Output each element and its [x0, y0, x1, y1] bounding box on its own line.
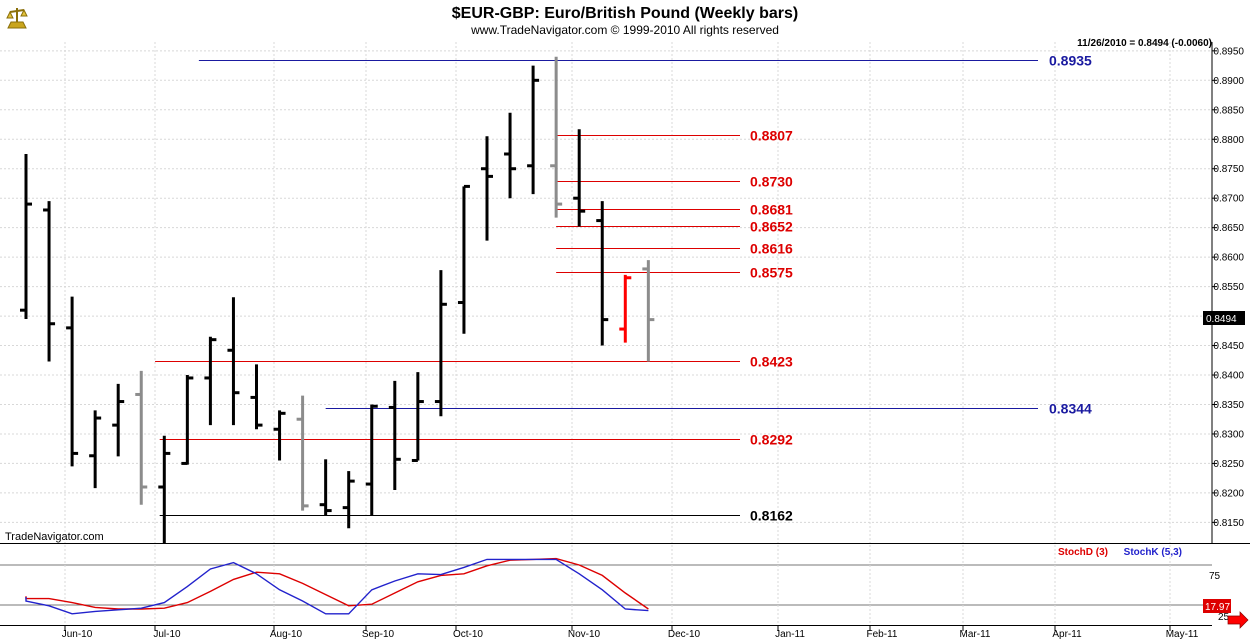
current-price-label: 0.8494 [1206, 314, 1237, 325]
current-stoch-label: 17.97 [1205, 602, 1230, 613]
level-label: 0.8423 [750, 354, 793, 370]
price-tick-label: 0.8350 [1213, 400, 1244, 411]
ohlc-bar [434, 270, 447, 417]
ohlc-bar [319, 459, 332, 516]
level-label: 0.8575 [750, 265, 793, 281]
ohlc-bar [20, 153, 32, 320]
level-label: 0.8162 [750, 508, 793, 524]
level-label: 0.8935 [1049, 53, 1092, 69]
level-label: 0.8681 [750, 202, 793, 218]
time-tick-label: Nov-10 [568, 629, 601, 640]
price-tick-label: 0.8200 [1213, 488, 1244, 499]
ohlc-bar [342, 471, 355, 529]
ohlc-bar [43, 201, 56, 362]
ohlc-bar [481, 136, 493, 241]
price-tick-label: 0.8750 [1213, 164, 1244, 175]
price-tick-label: 0.8400 [1213, 371, 1244, 382]
level-label: 0.8292 [750, 432, 793, 448]
ohlc-bar [296, 395, 309, 511]
time-tick-label: Apr-11 [1052, 629, 1082, 640]
watermark: TradeNavigator.com [5, 531, 104, 543]
ohlc-bar [573, 129, 586, 227]
time-tick-label: Aug-10 [270, 629, 303, 640]
level-label: 0.8344 [1049, 401, 1092, 417]
price-tick-label: 0.8700 [1213, 194, 1244, 205]
time-tick-label: Jul-10 [153, 629, 181, 640]
chart-title: $EUR-GBP: Euro/British Pound (Weekly bar… [452, 5, 798, 22]
ohlc-bar [457, 184, 470, 334]
price-tick-label: 0.8150 [1213, 518, 1244, 529]
time-tick-label: Sep-10 [362, 629, 395, 640]
ohlc-bar [250, 364, 263, 430]
time-tick-label: Feb-11 [867, 629, 898, 640]
price-tick-label: 0.8800 [1213, 135, 1244, 146]
ohlc-bar [66, 296, 79, 467]
time-tick-label: Jan-11 [775, 629, 805, 640]
ohlc-bar [411, 372, 424, 462]
ohlc-bar [619, 274, 632, 343]
time-tick-label: Oct-10 [453, 629, 483, 640]
last-quote: 11/26/2010 = 0.8494 (-0.0060) [1077, 38, 1212, 49]
legend-stoch-k: StochK (5,3) [1124, 547, 1182, 558]
stoch-tick-25: 25 [1218, 612, 1230, 623]
time-tick-label: May-11 [1166, 629, 1199, 640]
ohlc-bar [181, 375, 194, 465]
ohlc-bar [158, 435, 171, 543]
ohlc-bar [204, 336, 217, 426]
level-label: 0.8652 [750, 219, 793, 235]
ohlc-bar [504, 112, 517, 199]
trade-navigator-logo-icon [4, 4, 30, 32]
time-tick-label: Dec-10 [668, 629, 701, 640]
ohlc-bar [596, 201, 609, 346]
price-bars [20, 56, 655, 543]
chart-subtitle: www.TradeNavigator.com © 1999-2010 All r… [470, 23, 779, 37]
price-axis-ticks: 0.8150 0.8200 0.8250 0.8300 0.8350 0.8400 0.84… [1212, 46, 1244, 529]
ohlc-bar [388, 380, 401, 490]
stochastic-grid [0, 545, 1212, 625]
ohlc-bar [112, 383, 125, 457]
price-tick-label: 0.8300 [1213, 429, 1244, 440]
price-tick-label: 0.8600 [1213, 253, 1244, 264]
level-label: 0.8730 [750, 174, 793, 190]
ohlc-bar [135, 370, 148, 505]
ohlc-bar [273, 410, 286, 461]
stochastic-lines [25, 557, 649, 615]
time-tick-label: Jun-10 [62, 629, 93, 640]
price-tick-label: 0.8450 [1213, 341, 1244, 352]
legend-stoch-d: StochD (3) [1058, 547, 1108, 558]
current-stoch-flag: 17.97 [1203, 599, 1231, 613]
level-label: 0.8807 [750, 128, 793, 144]
stoch-series-line [25, 558, 649, 615]
ohlc-bar [527, 65, 540, 195]
level-label: 0.8616 [750, 241, 793, 257]
price-tick-label: 0.8550 [1213, 282, 1244, 293]
time-tick-label: Mar-11 [960, 629, 991, 640]
scroll-right-arrow-icon[interactable] [1227, 611, 1249, 629]
price-tick-label: 0.8850 [1213, 105, 1244, 116]
time-axis-ticks: Jun-10 Jul-10 Aug-10 Sep-10 Oct-10 Nov-10 Dec-… [62, 626, 1199, 640]
ohlc-bar [642, 260, 655, 362]
price-tick-label: 0.8950 [1213, 46, 1244, 57]
price-tick-label: 0.8900 [1213, 76, 1244, 87]
stoch-series-line [25, 557, 649, 610]
price-grid [0, 42, 1212, 543]
ohlc-bar [227, 297, 240, 426]
ohlc-bar [365, 404, 378, 516]
price-tick-label: 0.8250 [1213, 459, 1244, 470]
current-price-flag: 0.8494 [1203, 311, 1245, 325]
stoch-tick-75: 75 [1209, 571, 1221, 582]
ohlc-bar [550, 56, 563, 218]
ohlc-bar [89, 410, 102, 489]
price-tick-label: 0.8650 [1213, 223, 1244, 234]
